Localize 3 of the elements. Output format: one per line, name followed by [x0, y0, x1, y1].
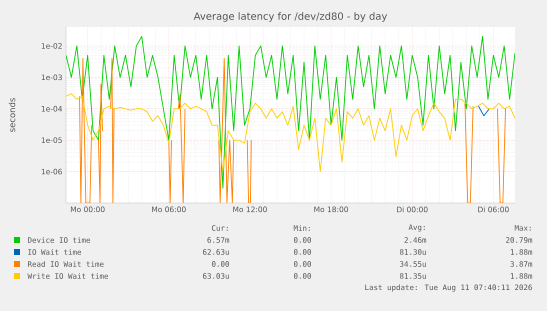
line-series [66, 93, 516, 172]
y-axis-title: seconds [8, 98, 16, 132]
chart-title: Average latency for /dev/zd80 - by day [194, 12, 388, 22]
